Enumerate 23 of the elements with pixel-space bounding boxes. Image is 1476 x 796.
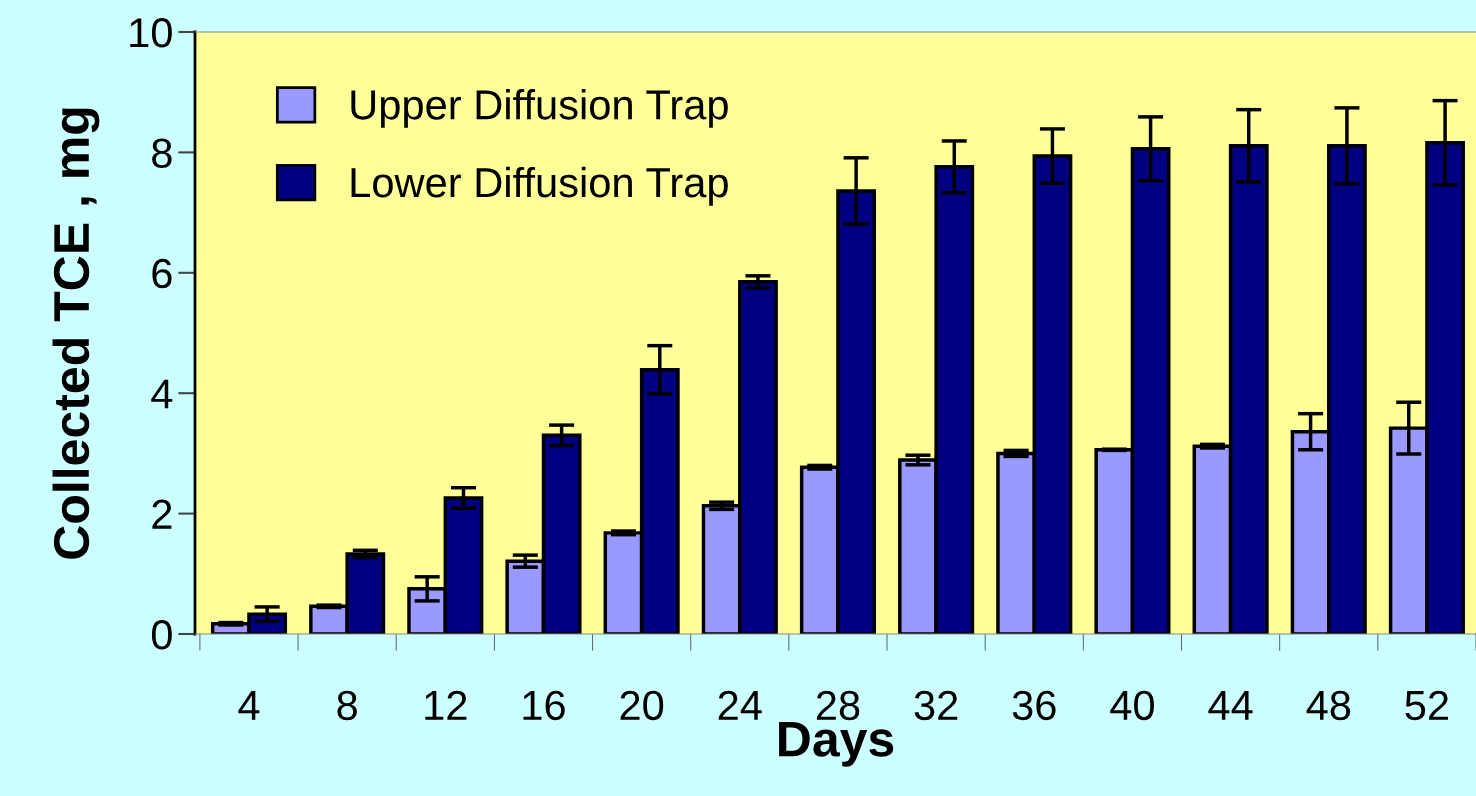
- y-tick-label: 6: [152, 258, 172, 289]
- x-tick-label: 44: [1208, 691, 1253, 720]
- x-tick-label: 32: [914, 690, 958, 721]
- x-tick-label: 16: [523, 690, 565, 721]
- x-tick-label: 36: [1012, 690, 1056, 721]
- y-tick-label: 8: [152, 138, 172, 168]
- x-tick-label: 20: [620, 690, 664, 721]
- y-tick-label: 10: [130, 18, 172, 48]
- y-axis-title: Collected TCE , mg: [52, 108, 100, 559]
- x-tick-label: 12: [425, 690, 467, 720]
- x-tick-label: 40: [1110, 690, 1154, 721]
- y-tick-label: 4: [151, 379, 173, 409]
- legend-label: Lower Diffusion Trap: [351, 166, 728, 206]
- y-tick-label: 0: [151, 620, 172, 650]
- x-axis-title: Days: [779, 721, 894, 767]
- x-tick-label: 8: [337, 690, 357, 721]
- x-tick-label: 28: [816, 690, 860, 721]
- x-tick-label: 24: [718, 690, 762, 720]
- x-tick-label: 48: [1306, 690, 1351, 721]
- x-tick-label: 52: [1405, 690, 1448, 721]
- x-tick-label: 4: [238, 691, 260, 720]
- legend-label: Upper Diffusion Trap: [351, 89, 728, 128]
- y-tick-label: 2: [152, 499, 172, 529]
